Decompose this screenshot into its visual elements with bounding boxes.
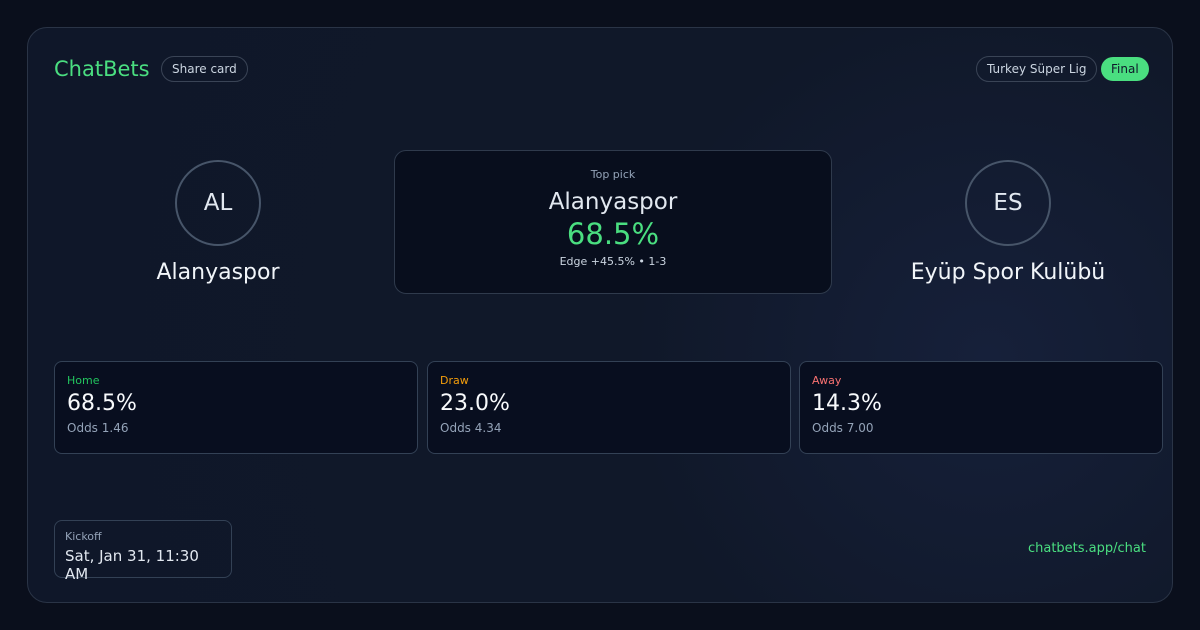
top-pick-label: Top pick	[590, 168, 636, 181]
home-team-name: Alanyaspor	[156, 260, 280, 285]
outcome-label: Draw	[440, 374, 469, 387]
outcome-odds: Odds 7.00	[812, 421, 874, 435]
outcome-odds: Odds 4.34	[440, 421, 502, 435]
outcome-odds: Odds 1.46	[67, 421, 129, 435]
status-badge: Final	[1101, 57, 1149, 81]
away-team-name: Eyüp Spor Kulübü	[910, 260, 1106, 285]
kickoff-label: Kickoff	[65, 530, 102, 543]
chat-link[interactable]: chatbets.app/chat	[1027, 541, 1146, 556]
league-badge: Turkey Süper Lig	[976, 56, 1098, 82]
share-card: ChatBets Share card Turkey Süper Lig Fin…	[27, 27, 1173, 603]
outcome-label: Home	[67, 374, 100, 387]
share-card-button[interactable]: Share card	[161, 56, 248, 82]
away-outcome-card: Away 14.3% Odds 7.00	[799, 361, 1163, 454]
top-pick-edge: Edge +45.5% • 1-3	[559, 255, 667, 268]
kickoff-time: Sat, Jan 31, 11:30 AM	[65, 547, 199, 583]
outcome-probability: 68.5%	[67, 391, 137, 416]
home-outcome-card: Home 68.5% Odds 1.46	[54, 361, 418, 454]
top-pick-team: Alanyaspor	[548, 189, 678, 215]
top-pick-card: Top pick Alanyaspor 68.5% Edge +45.5% • …	[394, 150, 832, 294]
top-pick-probability: 68.5%	[566, 217, 660, 251]
kickoff-box: Kickoff Sat, Jan 31, 11:30 AM	[54, 520, 232, 583]
outcome-label: Away	[812, 374, 842, 387]
away-team: ES Eyüp Spor Kulübü	[858, 160, 1158, 285]
home-team: AL Alanyaspor	[68, 160, 368, 285]
draw-outcome-card: Draw 23.0% Odds 4.34	[427, 361, 791, 454]
brand-logo: ChatBets	[54, 57, 150, 81]
outcome-probability: 23.0%	[440, 391, 510, 416]
home-avatar: AL	[175, 160, 261, 246]
away-avatar: ES	[965, 160, 1051, 246]
outcome-probability: 14.3%	[812, 391, 882, 416]
